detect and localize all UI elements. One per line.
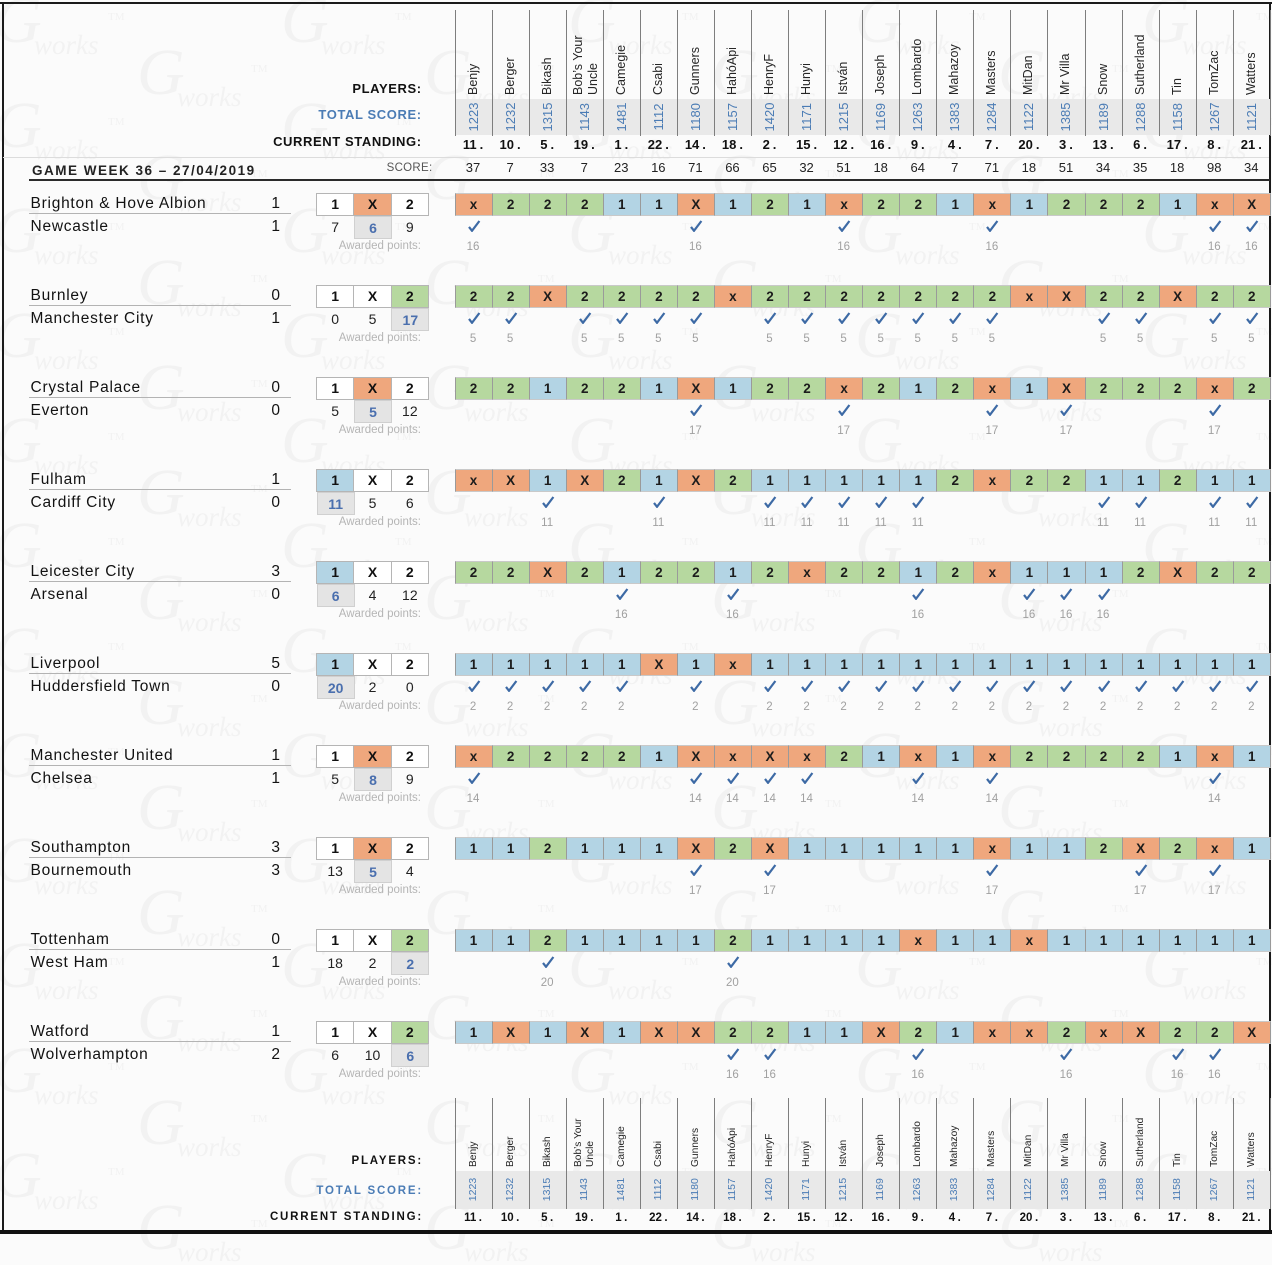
svg-text:works: works [464,1237,529,1265]
svg-text:works: works [34,240,99,268]
svg-text:TM: TM [825,588,842,600]
svg-text:TM: TM [108,11,125,23]
svg-text:TM: TM [1112,273,1129,285]
svg-text:TM: TM [108,1166,125,1178]
svg-text:works: works [1182,975,1247,1003]
svg-text:TM: TM [825,798,842,810]
svg-text:works: works [608,870,673,898]
svg-text:TM: TM [969,536,986,548]
svg-text:works: works [751,397,816,425]
svg-text:TM: TM [682,956,699,968]
svg-text:works: works [464,502,529,530]
svg-text:TM: TM [1112,798,1129,810]
svg-text:works: works [464,397,529,425]
svg-text:TM: TM [682,536,699,548]
svg-text:TM: TM [538,1008,555,1020]
svg-text:TM: TM [825,273,842,285]
svg-text:works: works [321,1080,386,1108]
svg-text:TM: TM [969,641,986,653]
svg-text:works: works [608,345,673,373]
svg-text:TM: TM [251,1008,268,1020]
svg-text:TM: TM [395,11,412,23]
svg-text:works: works [1182,345,1247,373]
svg-text:works: works [177,712,242,740]
svg-text:TM: TM [538,903,555,915]
svg-text:works: works [464,607,529,635]
svg-text:TM: TM [969,1061,986,1073]
svg-text:works: works [321,30,386,58]
svg-text:works: works [177,817,242,845]
svg-text:works: works [34,135,99,163]
svg-text:works: works [1038,1237,1103,1265]
svg-text:works: works [608,975,673,1003]
svg-text:TM: TM [108,536,125,548]
svg-text:works: works [34,345,99,373]
svg-text:works: works [321,345,386,373]
svg-text:works: works [177,922,242,950]
svg-text:TM: TM [1112,903,1129,915]
svg-text:works: works [895,240,960,268]
svg-text:TM: TM [108,956,125,968]
svg-text:works: works [895,870,960,898]
svg-text:works: works [608,765,673,793]
svg-text:works: works [177,1237,242,1265]
svg-text:TM: TM [395,536,412,548]
svg-text:TM: TM [682,641,699,653]
svg-text:works: works [895,975,960,1003]
svg-text:works: works [34,1185,99,1213]
svg-text:TM: TM [251,903,268,915]
svg-text:TM: TM [825,1008,842,1020]
svg-text:TM: TM [969,956,986,968]
svg-text:TM: TM [251,273,268,285]
svg-text:works: works [1038,712,1103,740]
svg-text:TM: TM [108,431,125,443]
svg-text:works: works [464,712,529,740]
svg-text:works: works [34,30,99,58]
svg-text:TM: TM [682,1061,699,1073]
svg-text:works: works [608,240,673,268]
svg-text:works: works [177,397,242,425]
svg-text:works: works [34,1080,99,1108]
svg-text:TM: TM [538,798,555,810]
svg-text:TM: TM [538,273,555,285]
svg-text:works: works [751,1237,816,1265]
svg-text:TM: TM [108,116,125,128]
svg-text:TM: TM [1112,1008,1129,1020]
svg-text:works: works [34,975,99,1003]
svg-text:TM: TM [108,221,125,233]
svg-text:TM: TM [395,641,412,653]
svg-text:TM: TM [251,63,268,75]
svg-text:works: works [751,712,816,740]
svg-text:TM: TM [395,1166,412,1178]
svg-text:TM: TM [251,1113,268,1125]
svg-text:works: works [895,345,960,373]
svg-text:works: works [751,607,816,635]
svg-text:TM: TM [825,903,842,915]
svg-text:TM: TM [108,641,125,653]
svg-text:TM: TM [538,588,555,600]
